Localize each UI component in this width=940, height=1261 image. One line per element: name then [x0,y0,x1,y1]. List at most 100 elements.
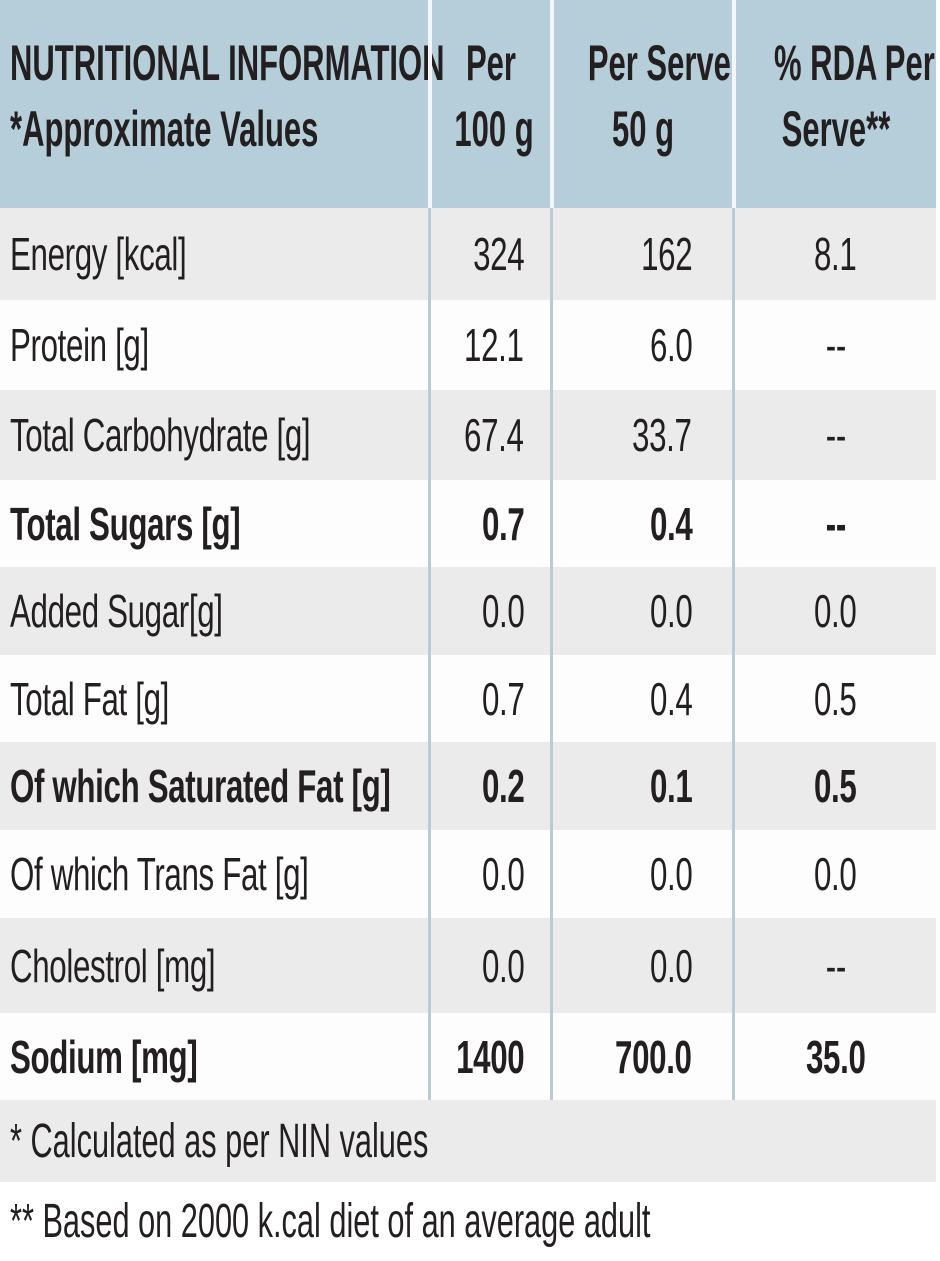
header-per-100g-line2: 100 g [454,101,534,157]
rda-cell: 0.5 [732,655,936,742]
per-serve-cell: 0.0 [550,918,732,1013]
nutrient-label-cell: Added Sugar[g] [0,567,428,655]
per-100g-cell: 0.7 [428,655,550,742]
header-approx-values: *Approximate Values [10,101,319,157]
rda-value: 0.5 [814,672,857,725]
nutrient-label: Of which Saturated Fat [g] [10,760,391,812]
per-serve-value: 33.7 [632,409,692,461]
rda-value: -- [825,939,846,992]
per-100g-value: 0.0 [481,939,525,992]
per-100g-value: 324 [472,228,525,280]
footnote-nin-text: * Calculated as per NIN values [10,1114,429,1168]
per-100g-value: 0.7 [481,672,525,725]
nutrient-label-cell: Cholestrol [mg] [0,918,428,1013]
rda-value: 8.1 [814,228,857,280]
per-serve-value: 0.0 [649,848,693,900]
table-row: Energy [kcal] 324 162 8.1 [0,208,936,300]
header-title: NUTRITIONAL INFORMATION [10,35,445,91]
per-100g-cell: 0.0 [428,830,550,918]
table-row: Sodium [mg] 1400 700.0 35.0 [0,1013,936,1100]
per-serve-cell: 33.7 [550,390,732,480]
per-serve-value: 700.0 [615,1030,692,1083]
nutrition-table: NUTRITIONAL INFORMATION *Approximate Val… [0,0,936,1100]
nutrient-label-cell: Total Fat [g] [0,655,428,742]
nutrient-label-cell: Sodium [mg] [0,1013,428,1100]
per-serve-value: 0.0 [649,939,693,992]
rda-cell: 35.0 [732,1013,936,1100]
per-serve-cell: 0.1 [550,742,732,830]
per-serve-value: 0.0 [649,585,693,637]
footnote-nin: * Calculated as per NIN values [0,1100,936,1182]
footnote-rda-basis-text: ** Based on 2000 k.cal diet of an averag… [10,1195,651,1248]
per-serve-value: 162 [640,228,693,280]
per-serve-cell: 162 [550,208,732,300]
header-per-100g: Per 100 g [428,0,550,208]
rda-cell: -- [732,390,936,480]
nutrient-label: Added Sugar[g] [10,585,223,637]
header-per-serve-line2: 50 g [611,101,675,157]
per-100g-value: 0.0 [481,585,525,637]
per-100g-value: 0.2 [481,760,525,812]
per-100g-cell: 0.2 [428,742,550,830]
nutrient-label: Of which Trans Fat [g] [10,848,309,900]
rda-cell: -- [732,918,936,1013]
nutrient-label-cell: Of which Trans Fat [g] [0,830,428,918]
header-rda-per-serve: % RDA Per Serve** [732,0,936,208]
nutrient-label-cell: Protein [g] [0,300,428,390]
header-per-100g-line1: Per [466,35,516,91]
per-100g-value: 1400 [455,1030,525,1083]
nutrient-label-cell: Total Carbohydrate [g] [0,390,428,480]
table-row: Total Fat [g] 0.7 0.4 0.5 [0,655,936,742]
nutrient-label: Total Sugars [g] [10,497,241,550]
header-rda-line2: Serve** [781,101,891,157]
nutrient-label: Total Carbohydrate [g] [10,409,311,461]
rda-value: 0.0 [814,585,857,637]
rda-value: -- [825,319,846,371]
per-serve-value: 0.4 [649,497,693,550]
per-100g-cell: 0.7 [428,480,550,567]
rda-value: 35.0 [805,1030,866,1083]
rda-cell: 0.0 [732,830,936,918]
table-row: Of which Saturated Fat [g] 0.2 0.1 0.5 [0,742,936,830]
per-100g-cell: 12.1 [428,300,550,390]
per-100g-cell: 324 [428,208,550,300]
per-serve-cell: 0.0 [550,567,732,655]
rda-cell: -- [732,480,936,567]
footnote-rda-basis: ** Based on 2000 k.cal diet of an averag… [0,1182,936,1261]
per-100g-cell: 0.0 [428,567,550,655]
rda-cell: 0.0 [732,567,936,655]
per-serve-cell: 6.0 [550,300,732,390]
table-row: Protein [g] 12.1 6.0 -- [0,300,936,390]
per-100g-cell: 0.0 [428,918,550,1013]
table-row: Added Sugar[g] 0.0 0.0 0.0 [0,567,936,655]
per-serve-value: 0.1 [649,760,693,812]
nutrient-label: Sodium [mg] [10,1030,198,1083]
per-serve-cell: 0.4 [550,480,732,567]
per-serve-value: 6.0 [649,319,693,371]
table-header: NUTRITIONAL INFORMATION *Approximate Val… [0,0,936,208]
per-serve-value: 0.4 [649,672,693,725]
table-row: Total Sugars [g] 0.7 0.4 -- [0,480,936,567]
table-row: Cholestrol [mg] 0.0 0.0 -- [0,918,936,1013]
per-100g-value: 0.7 [481,497,525,550]
per-100g-value: 12.1 [464,319,524,371]
header-nutrient-column: NUTRITIONAL INFORMATION *Approximate Val… [0,0,445,208]
per-100g-value: 67.4 [464,409,524,461]
nutrient-label-cell: Total Sugars [g] [0,480,428,567]
per-serve-cell: 0.0 [550,830,732,918]
table-row: Total Carbohydrate [g] 67.4 33.7 -- [0,390,936,480]
rda-value: -- [825,409,846,461]
rda-value: 0.5 [814,760,857,812]
nutrient-label: Cholestrol [mg] [10,939,216,992]
per-serve-cell: 0.4 [550,655,732,742]
per-100g-cell: 1400 [428,1013,550,1100]
per-serve-cell: 700.0 [550,1013,732,1100]
nutrient-label-cell: Energy [kcal] [0,208,428,300]
rda-cell: -- [732,300,936,390]
nutrient-label: Protein [g] [10,319,149,371]
rda-value: 0.0 [814,848,857,900]
header-rda-line1: % RDA Per [774,35,935,91]
table-row: Of which Trans Fat [g] 0.0 0.0 0.0 [0,830,936,918]
rda-cell: 0.5 [732,742,936,830]
per-100g-cell: 67.4 [428,390,550,480]
